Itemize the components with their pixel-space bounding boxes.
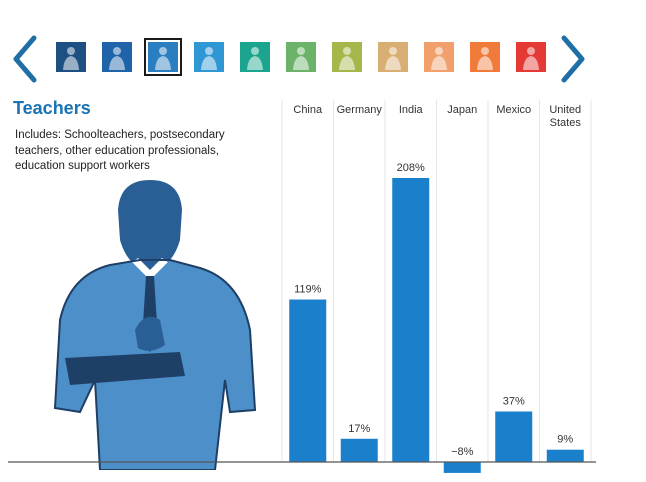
occupation-figure-icon: [293, 47, 309, 70]
occupation-thumbnail-6[interactable]: [286, 42, 316, 72]
hand-shape: [135, 316, 165, 351]
occupation-figure-icon: [63, 47, 79, 70]
country-label: India: [399, 104, 424, 116]
occupation-figure-icon: [339, 47, 355, 70]
bar-germany: [340, 438, 378, 462]
occupation-thumbnail-9[interactable]: [424, 42, 454, 72]
occupation-thumbnail-4[interactable]: [194, 42, 224, 72]
teacher-illustration: [53, 180, 257, 470]
data-label: 17%: [348, 423, 370, 435]
bar-united-states: [546, 449, 584, 462]
occupation-thumbnail-8[interactable]: [378, 42, 408, 72]
country-label: United States: [549, 104, 581, 129]
clipboard-shape: [65, 352, 185, 385]
teacher-figure-icon: [155, 47, 171, 70]
occupation-figure-icon: [523, 47, 539, 70]
country-label: China: [293, 104, 323, 116]
data-label: −8%: [451, 446, 474, 458]
collar-shape: [132, 258, 168, 280]
occupation-thumbnail-3[interactable]: [144, 38, 182, 76]
data-label: 37%: [503, 395, 525, 407]
bar-india: [392, 178, 430, 462]
data-label: 9%: [557, 434, 573, 446]
bar-china: [289, 299, 327, 462]
occupation-thumbnail-7[interactable]: [332, 42, 362, 72]
bar-mexico: [495, 411, 533, 462]
occupation-figure-icon: [477, 47, 493, 70]
occupation-figure-icon: [247, 47, 263, 70]
country-label: Mexico: [496, 104, 531, 116]
occupation-thumbnail-11[interactable]: [516, 42, 546, 72]
chevron-left-icon: [13, 35, 37, 83]
occupation-figure-icon: [109, 47, 125, 70]
chevron-right-icon: [561, 35, 585, 83]
teacher-figure-icon: [53, 180, 257, 470]
occupation-thumbnail-10[interactable]: [470, 42, 500, 72]
category-description: Includes: Schoolteachers, postsecondary …: [15, 129, 225, 172]
country-label: Japan: [447, 104, 477, 116]
category-title: Teachers: [13, 98, 91, 118]
occupation-thumbnail-1[interactable]: [56, 42, 86, 72]
occupation-figure-icon: [201, 47, 217, 70]
bar-japan: [443, 462, 481, 473]
outline-shape: [53, 259, 257, 470]
next-category-arrow[interactable]: [556, 34, 590, 84]
occupation-figure-icon: [431, 47, 447, 70]
occupation-figure-icon: [385, 47, 401, 70]
data-label: 119%: [294, 284, 322, 296]
occupation-thumbnail-2[interactable]: [102, 42, 132, 72]
head-shape: [118, 180, 182, 270]
previous-category-arrow[interactable]: [8, 34, 42, 84]
country-label: Germany: [337, 104, 383, 116]
occupation-thumbnail-5[interactable]: [240, 42, 270, 72]
data-label: 208%: [397, 162, 425, 174]
